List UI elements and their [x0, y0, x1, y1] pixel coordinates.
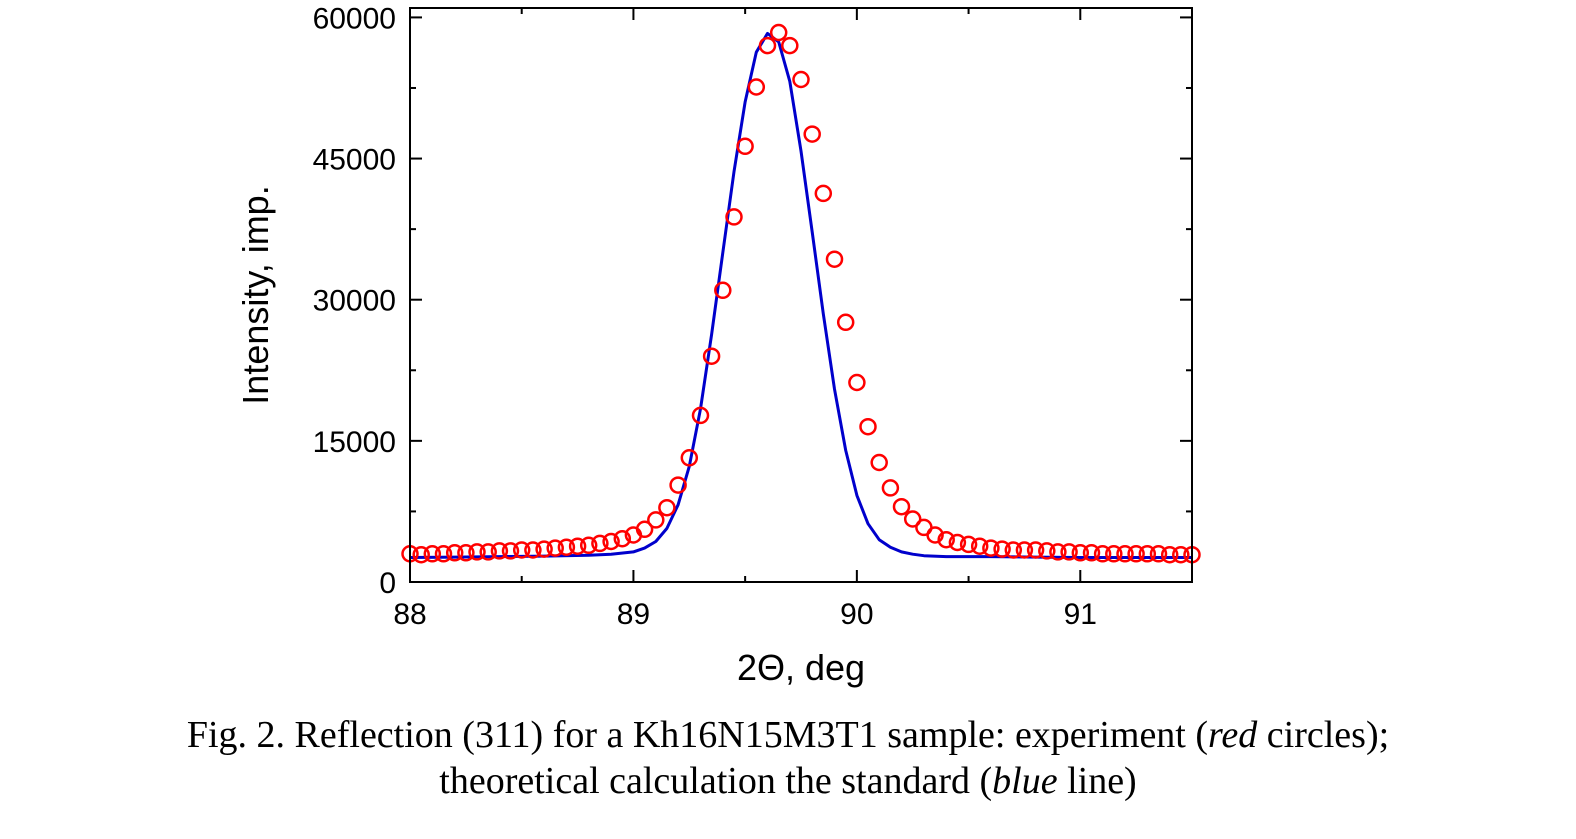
- theory-line: [409, 31, 1192, 559]
- experiment-point: [512, 541, 531, 559]
- experiment-point: [635, 520, 654, 539]
- y-axis-label: Intensity, imp.: [235, 185, 276, 404]
- experiment-point: [781, 36, 799, 55]
- experiment-point: [970, 537, 989, 555]
- experiment-point: [1116, 545, 1134, 563]
- experiment-point: [1060, 543, 1078, 561]
- experiment-point: [691, 406, 710, 425]
- experiment-point: [836, 313, 855, 332]
- experiment-point: [423, 545, 442, 563]
- experiment-point: [647, 511, 665, 529]
- y-tick-label: 30000: [313, 285, 396, 318]
- experiment-point: [1071, 544, 1090, 562]
- experiment-point: [903, 510, 922, 528]
- experiment-point: [501, 542, 520, 560]
- experiment-point: [445, 544, 464, 562]
- caption-text: circles);: [1257, 714, 1390, 756]
- x-tick-label: 90: [840, 598, 873, 631]
- y-tick-label: 60000: [313, 2, 396, 35]
- experiment-point: [870, 453, 888, 472]
- experiment-point: [412, 545, 430, 564]
- experiment-point: [524, 541, 542, 559]
- experiment-point: [848, 373, 866, 392]
- experiment-point: [602, 532, 620, 551]
- experiment-point: [1049, 543, 1067, 561]
- experiment-point: [591, 534, 609, 553]
- experiment-point: [736, 137, 754, 156]
- experiment-point: [814, 184, 833, 203]
- x-tick-label: 89: [617, 598, 650, 631]
- experiment-point: [792, 70, 810, 89]
- experiment-point: [490, 542, 509, 560]
- experiment-point: [926, 526, 944, 544]
- caption-text: theoretical calculation the standard (: [439, 760, 993, 802]
- experiment-point: [982, 539, 1000, 557]
- experiment-point: [1093, 545, 1112, 563]
- experiment-point: [803, 125, 821, 143]
- experiment-point: [825, 250, 844, 268]
- experiment-point: [758, 36, 777, 55]
- x-axis-label: 2Θ, deg: [737, 647, 865, 688]
- x-tick-label: 91: [1064, 598, 1097, 631]
- experiment-point: [1149, 545, 1168, 563]
- caption-text: line): [1057, 760, 1137, 802]
- experiment-point: [434, 545, 453, 563]
- caption-emphasis: red: [1208, 714, 1258, 756]
- experiment-point: [546, 539, 564, 557]
- experiment-point: [747, 78, 766, 96]
- y-tick-label: 45000: [313, 144, 396, 177]
- experiment-point: [1105, 545, 1123, 563]
- experiment-point: [468, 543, 486, 561]
- experiment-point: [1026, 541, 1045, 559]
- experiment-point: [1127, 545, 1145, 563]
- experiment-point: [1138, 545, 1157, 563]
- caption-emphasis: blue: [992, 760, 1058, 802]
- experiment-point: [725, 208, 743, 226]
- plot-frame: [409, 7, 1193, 583]
- experiment-point: [1038, 542, 1056, 560]
- figure-caption-line-2: theoretical calculation the standard (bl…: [0, 758, 1576, 804]
- experiment-point: [557, 538, 576, 556]
- y-tick-label: 15000: [313, 426, 396, 459]
- experiment-point: [714, 281, 732, 300]
- experiment-point: [1015, 541, 1034, 559]
- axis-ticks: 88 89 90 91 0 15000 30000 45000 60000: [313, 2, 1192, 631]
- experiment-point: [948, 533, 967, 552]
- experiment-point: [769, 23, 788, 42]
- caption-text: Fig. 2. Reflection (311) for a Kh16N15M3…: [186, 714, 1209, 756]
- experiment-point: [535, 540, 553, 558]
- experiment-point: [1082, 544, 1101, 562]
- experiment-point: [579, 536, 598, 555]
- experiment-point: [1004, 541, 1023, 559]
- x-tick-label: 88: [393, 598, 426, 631]
- experiment-point: [959, 535, 978, 554]
- figure-caption-line-1: Fig. 2. Reflection (311) for a Kh16N15M3…: [0, 712, 1576, 758]
- experiment-point: [937, 530, 955, 549]
- experiment-point: [479, 543, 497, 561]
- experiment-point: [881, 479, 900, 497]
- experiment-point: [669, 476, 687, 494]
- y-tick-label: 0: [379, 567, 396, 600]
- experiment-point: [993, 540, 1011, 558]
- experiment-point: [613, 529, 632, 548]
- series-layer: [401, 23, 1201, 564]
- experiment-point: [1160, 545, 1179, 564]
- experiment-point: [680, 449, 699, 467]
- experiment-point: [658, 498, 676, 517]
- experiment-point: [457, 544, 475, 562]
- experiment-point: [1172, 545, 1190, 564]
- experiment-point: [702, 347, 721, 365]
- experiment-point: [859, 417, 877, 436]
- experiment-point: [568, 537, 587, 555]
- experiment-point: [892, 497, 911, 516]
